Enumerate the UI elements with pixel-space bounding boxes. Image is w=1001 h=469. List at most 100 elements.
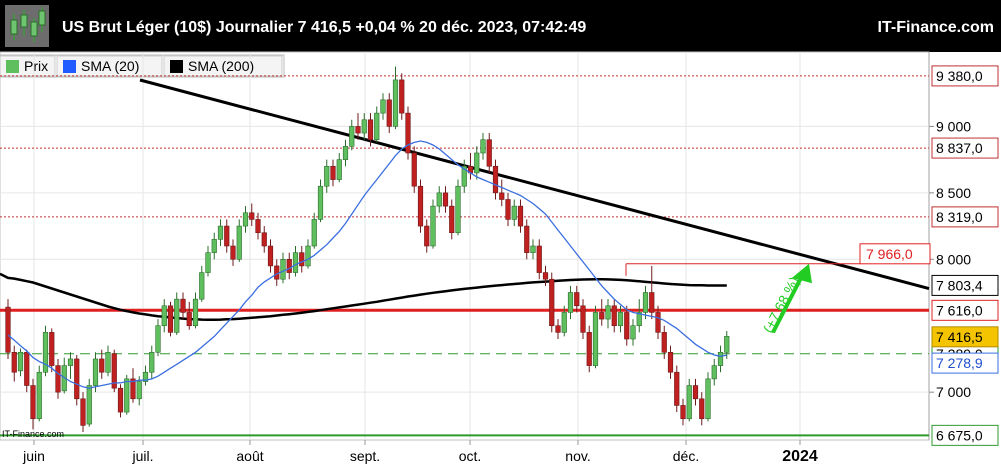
- sma20-badge-label: 7 278,9: [936, 355, 983, 371]
- header-bar: [0, 0, 1001, 52]
- candle-body: [424, 225, 430, 247]
- candle: [242, 206, 249, 233]
- candle-body: [680, 405, 686, 420]
- sma20-path: [7, 140, 727, 389]
- candle-body: [436, 192, 442, 207]
- candle-body: [136, 381, 142, 400]
- candle-body: [492, 165, 499, 194]
- candle-body: [174, 298, 180, 333]
- candle: [474, 146, 480, 180]
- target-arrow-shaft: [771, 272, 805, 334]
- candle-body: [461, 165, 467, 187]
- candle: [555, 319, 561, 340]
- horizontal-levels: [0, 75, 929, 437]
- target-badge-box: [859, 243, 931, 265]
- candle: [636, 299, 642, 333]
- candle-body: [205, 252, 211, 273]
- candle: [86, 378, 92, 427]
- candle-body: [336, 159, 342, 180]
- candle-body: [574, 292, 580, 307]
- candle: [705, 372, 711, 422]
- candle: [286, 252, 292, 280]
- candle-body: [711, 365, 717, 380]
- candle: [280, 252, 286, 284]
- candle: [542, 265, 549, 286]
- candle-body: [505, 199, 511, 220]
- legend-label-price: Prix: [24, 58, 48, 74]
- candle: [561, 305, 567, 337]
- candle-body: [161, 305, 167, 327]
- y-tick-label: 9 000: [936, 118, 971, 134]
- candle: [205, 246, 211, 277]
- candle: [392, 66, 399, 130]
- candle: [630, 319, 636, 346]
- candle: [411, 146, 417, 193]
- candle: [24, 349, 30, 393]
- x-tick-label: juil.: [131, 448, 153, 464]
- candle-body: [255, 219, 261, 234]
- candle: [192, 292, 199, 329]
- candle-body: [74, 358, 80, 400]
- candle-body: [217, 225, 224, 240]
- candle-body: [449, 205, 455, 234]
- candle-body: [80, 398, 86, 426]
- candle-body: [636, 312, 642, 327]
- candle: [517, 199, 524, 233]
- x-tick-label: 2024: [782, 448, 818, 465]
- candle-body: [11, 352, 17, 373]
- level-badge: 7 616,0: [931, 299, 999, 321]
- candle-body: [642, 292, 649, 313]
- candle-body: [249, 212, 255, 220]
- candle: [611, 299, 617, 333]
- x-gridlines: [33, 52, 801, 445]
- candle: [624, 305, 630, 346]
- candle-body: [111, 353, 117, 389]
- candle-body: [5, 306, 11, 353]
- candle: [711, 358, 717, 386]
- candle: [655, 305, 661, 340]
- candle-body: [230, 245, 236, 260]
- level-badge: 8 837,0: [931, 137, 999, 159]
- candle-body: [511, 205, 517, 220]
- candle-body: [99, 358, 105, 373]
- candle-body: [374, 112, 380, 140]
- target-badge-label: 7 966,0: [866, 246, 913, 262]
- candle: [680, 398, 686, 426]
- candle: [574, 285, 580, 313]
- candle-body: [649, 292, 655, 313]
- candle-body: [36, 371, 42, 420]
- candle: [217, 219, 224, 246]
- level-badge-label: 7 616,0: [936, 302, 983, 318]
- candle-body: [286, 258, 292, 273]
- sma200-badge: 7 803,4: [931, 274, 999, 296]
- candle: [505, 192, 511, 227]
- candle: [567, 285, 574, 320]
- price-badges: 9 380,08 837,08 319,07 616,07 289,06 675…: [931, 65, 999, 446]
- candle-body: [380, 99, 386, 114]
- candle-body: [242, 212, 249, 227]
- candle: [536, 239, 542, 280]
- candle: [455, 179, 461, 236]
- candle: [42, 325, 49, 377]
- candle-body: [124, 378, 130, 413]
- candle: [261, 226, 267, 253]
- candle: [661, 325, 667, 359]
- candle: [317, 179, 324, 223]
- candle-body: [561, 312, 567, 333]
- candle: [111, 349, 117, 393]
- candle-body: [655, 312, 661, 333]
- candle-body: [455, 185, 461, 234]
- legend-item-sma200: [163, 55, 283, 77]
- sma20-line: [7, 140, 727, 389]
- candle-body: [42, 332, 49, 373]
- candle: [667, 345, 674, 379]
- candle-body: [617, 312, 624, 327]
- app-logo-icon: [5, 5, 49, 47]
- candle: [380, 93, 386, 120]
- candle-body: [530, 245, 536, 253]
- candle: [486, 133, 492, 173]
- y-tick-labels: 9 000 8 500 8 000 7 000: [936, 118, 971, 400]
- sma200-line: [0, 272, 727, 321]
